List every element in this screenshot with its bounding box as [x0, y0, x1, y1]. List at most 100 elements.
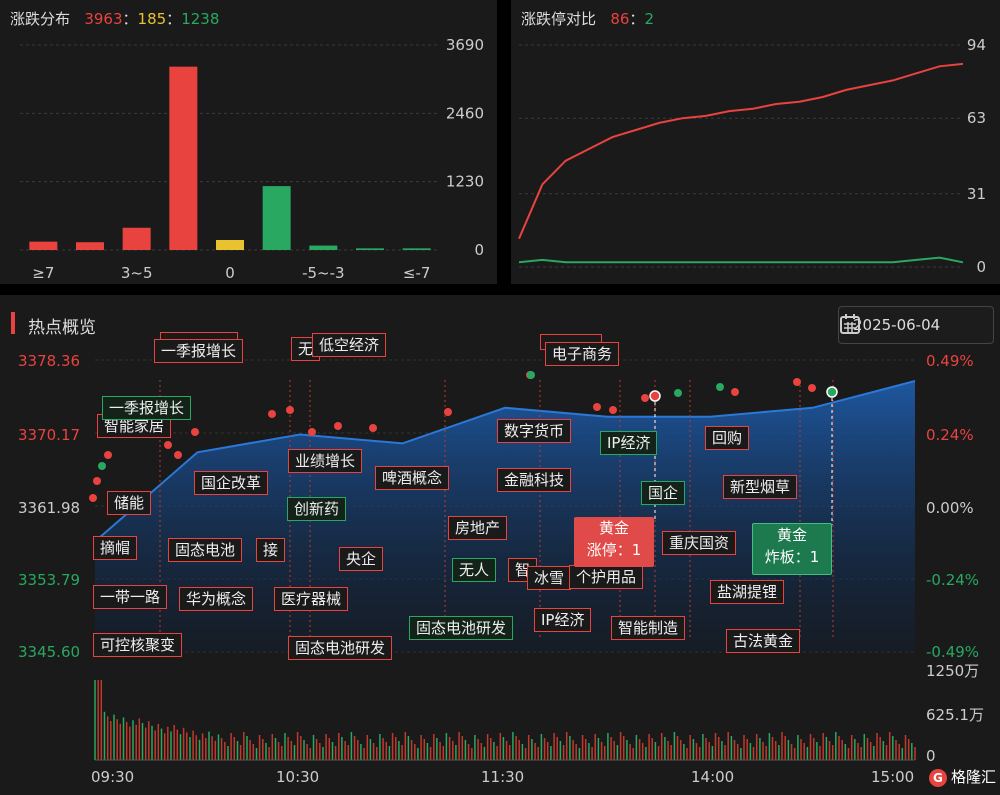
event-dot: [593, 403, 601, 411]
y-tick-label: 2460: [446, 104, 484, 122]
pct-tick: 0.24%: [926, 426, 974, 444]
hotspot-label[interactable]: 国企: [641, 481, 686, 505]
series-line: [518, 256, 964, 264]
hotspot-label[interactable]: 医疗器械: [274, 587, 349, 611]
y-tick-label: 31: [967, 185, 986, 203]
y-tick-label: 0: [474, 241, 484, 259]
limit-ratio-chart: 94 63 31 0: [518, 36, 986, 276]
time-tick: 11:30: [481, 768, 525, 786]
hotspot-label[interactable]: 摘帽: [93, 536, 138, 560]
up-count: 3963: [84, 10, 123, 28]
hotspot-label[interactable]: 古法黄金: [726, 629, 801, 653]
calendar-icon[interactable]: [839, 313, 861, 335]
bar: [122, 227, 151, 250]
event-dot: [334, 422, 342, 430]
hotspot-label[interactable]: 固态电池研发: [409, 616, 514, 640]
price-tick: 3361.98: [18, 499, 81, 517]
bar: [262, 186, 291, 250]
hotspot-label[interactable]: 低空经济: [312, 333, 387, 357]
y-tick-label: 1230: [446, 173, 484, 191]
hotspot-label[interactable]: 接: [256, 538, 286, 562]
flat-count: 185: [137, 10, 167, 28]
gold-break-tag[interactable]: 黄金 炸板：1: [752, 523, 832, 575]
hotspot-label[interactable]: 回购: [705, 426, 750, 450]
hotspot-label[interactable]: 固态电池研发: [288, 636, 393, 660]
time-tick: 14:00: [691, 768, 735, 786]
bar: [309, 245, 338, 250]
limit-ratio-title: 涨跌停对比 86：2: [521, 10, 654, 28]
hotspot-label[interactable]: 房地产: [448, 516, 508, 540]
event-dot: [286, 406, 294, 414]
hotspot-label[interactable]: 一季报增长: [154, 339, 244, 363]
hotspot-label[interactable]: 电子商务: [545, 342, 620, 366]
bar: [216, 240, 244, 250]
x-tick-label: ≥7: [32, 264, 54, 282]
bar: [356, 248, 384, 250]
hotspot-label[interactable]: 储能: [107, 491, 152, 515]
hotspot-label[interactable]: 国企改革: [194, 471, 269, 495]
event-dot: [641, 394, 649, 402]
vol-tick: 0: [926, 747, 936, 765]
x-tick-label: ≤-7: [403, 264, 431, 282]
event-dot: [191, 428, 199, 436]
hotspot-label[interactable]: 智能制造: [611, 616, 686, 640]
event-dot: [716, 383, 724, 391]
event-dot: [98, 462, 106, 470]
hotspot-label[interactable]: IP经济: [534, 608, 592, 632]
event-dot: [808, 384, 816, 392]
event-dot: [444, 408, 452, 416]
hotspot-label[interactable]: 一季报增长: [102, 396, 192, 420]
hotspot-label[interactable]: 一带一路: [93, 585, 168, 609]
distribution-title: 涨跌分布 3963：185：1238: [10, 10, 220, 28]
hotspot-label[interactable]: 无人: [452, 558, 497, 582]
break-point: [826, 386, 838, 398]
price-tick: 3353.79: [18, 571, 81, 589]
time-tick: 10:30: [276, 768, 320, 786]
hotspot-label[interactable]: 业绩增长: [288, 449, 363, 473]
limit-up-point: [649, 390, 661, 402]
hotspot-label[interactable]: 重庆国资: [662, 531, 737, 555]
hotspot-label[interactable]: 个护用品: [569, 565, 644, 589]
event-dot: [731, 388, 739, 396]
x-tick-label: 3~5: [121, 264, 153, 282]
bar: [29, 241, 58, 250]
event-dot: [609, 406, 617, 414]
event-dot: [268, 410, 276, 418]
section-marker: [11, 312, 15, 334]
hotspot-label[interactable]: 冰雪: [527, 566, 572, 590]
bar: [76, 242, 104, 250]
hotspot-label[interactable]: 华为概念: [179, 587, 254, 611]
x-tick-label: 0: [225, 264, 235, 282]
down-count: 1238: [181, 10, 220, 28]
limit-up-count: 86: [610, 10, 630, 28]
hotspot-label[interactable]: 啤酒概念: [375, 466, 450, 490]
hotspot-label[interactable]: 央企: [339, 547, 384, 571]
event-dot: [93, 477, 101, 485]
date-picker[interactable]: 2025-06-04: [838, 306, 994, 344]
event-dot: [174, 451, 182, 459]
series-line: [518, 62, 964, 240]
price-tick: 3378.36: [18, 352, 81, 370]
hotspot-label[interactable]: 金融科技: [497, 468, 572, 492]
gold-limit-up-tag[interactable]: 黄金 涨停：1: [574, 517, 654, 567]
price-tick: 3370.17: [18, 426, 81, 444]
bar: [169, 66, 198, 251]
hotspot-label[interactable]: 数字货币: [497, 419, 572, 443]
brand-logo: G 格隆汇: [928, 766, 996, 787]
y-tick-label: 94: [967, 36, 986, 54]
pct-tick: -0.49%: [926, 643, 980, 661]
hotspot-label[interactable]: 可控核聚变: [93, 633, 183, 657]
bar: [402, 248, 431, 250]
limit-ratio-panel: 涨跌停对比 86：2 94 63 31 0: [511, 0, 1000, 284]
hotspot-label[interactable]: 盐湖提锂: [710, 580, 785, 604]
limit-down-count: 2: [644, 10, 654, 28]
event-dot: [308, 428, 316, 436]
hotspot-label[interactable]: IP经济: [600, 431, 658, 455]
distribution-panel: 涨跌分布 3963：185：1238 3690 2460 1230 0 ≥7 3~5 0 -5…: [0, 0, 497, 284]
event-dot: [164, 441, 172, 449]
hotspot-label[interactable]: 固态电池: [168, 538, 243, 562]
event-dot: [793, 378, 801, 386]
hotspot-label[interactable]: 创新药: [287, 497, 347, 521]
x-tick-label: -5~-3: [302, 264, 344, 282]
hotspot-label[interactable]: 新型烟草: [723, 475, 798, 499]
